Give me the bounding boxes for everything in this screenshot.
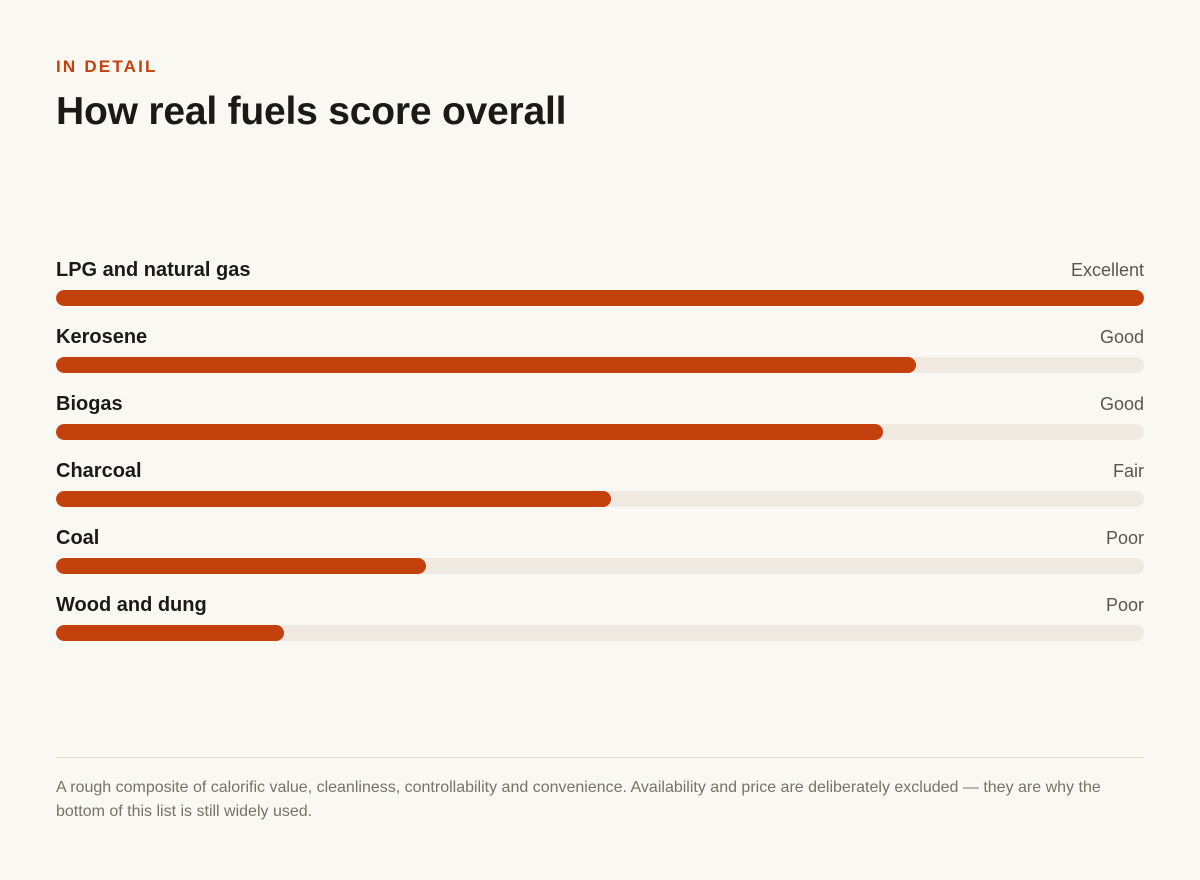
fuel-rating: Good bbox=[1099, 394, 1144, 414]
fuel-label: Wood and dung bbox=[56, 594, 207, 616]
fuel-row: LPG and natural gas Excellent bbox=[56, 256, 1144, 323]
fuel-label: Coal bbox=[56, 527, 100, 549]
fuel-rating: Good bbox=[1099, 327, 1144, 347]
fuel-rating: Fair bbox=[1113, 461, 1144, 481]
bar-fill bbox=[56, 424, 883, 440]
eyebrow-label: IN DETAIL bbox=[56, 57, 158, 76]
fuel-rating: Poor bbox=[1105, 528, 1144, 548]
fuel-label: Kerosene bbox=[56, 326, 148, 348]
fuel-label: Charcoal bbox=[56, 460, 142, 482]
bar-track bbox=[56, 491, 1144, 507]
fuel-row: Charcoal Fair bbox=[56, 457, 1144, 524]
bar-track bbox=[56, 357, 1144, 373]
fuel-label: Biogas bbox=[56, 393, 123, 415]
bar-fill bbox=[56, 290, 1144, 306]
fuel-label: LPG and natural gas bbox=[56, 259, 251, 281]
page-title: How real fuels score overall bbox=[56, 90, 567, 133]
fuel-rating: Poor bbox=[1105, 595, 1144, 615]
footnote: A rough composite of calorific value, cl… bbox=[56, 779, 1101, 820]
bar-track bbox=[56, 290, 1144, 306]
fuel-score-chart: LPG and natural gas Excellent Kerosene G… bbox=[56, 256, 1144, 658]
bar-fill bbox=[56, 558, 426, 574]
bar-track bbox=[56, 558, 1144, 574]
fuel-row: Kerosene Good bbox=[56, 323, 1144, 390]
bar-track bbox=[56, 424, 1144, 440]
bar-fill bbox=[56, 491, 611, 507]
fuel-row: Biogas Good bbox=[56, 390, 1144, 457]
fuel-rating: Excellent bbox=[1070, 260, 1144, 280]
divider bbox=[56, 757, 1144, 758]
bar-track bbox=[56, 625, 1144, 641]
fuel-row: Wood and dung Poor bbox=[56, 591, 1144, 658]
bar-fill bbox=[56, 357, 916, 373]
fuel-row: Coal Poor bbox=[56, 524, 1144, 591]
bar-fill bbox=[56, 625, 285, 641]
